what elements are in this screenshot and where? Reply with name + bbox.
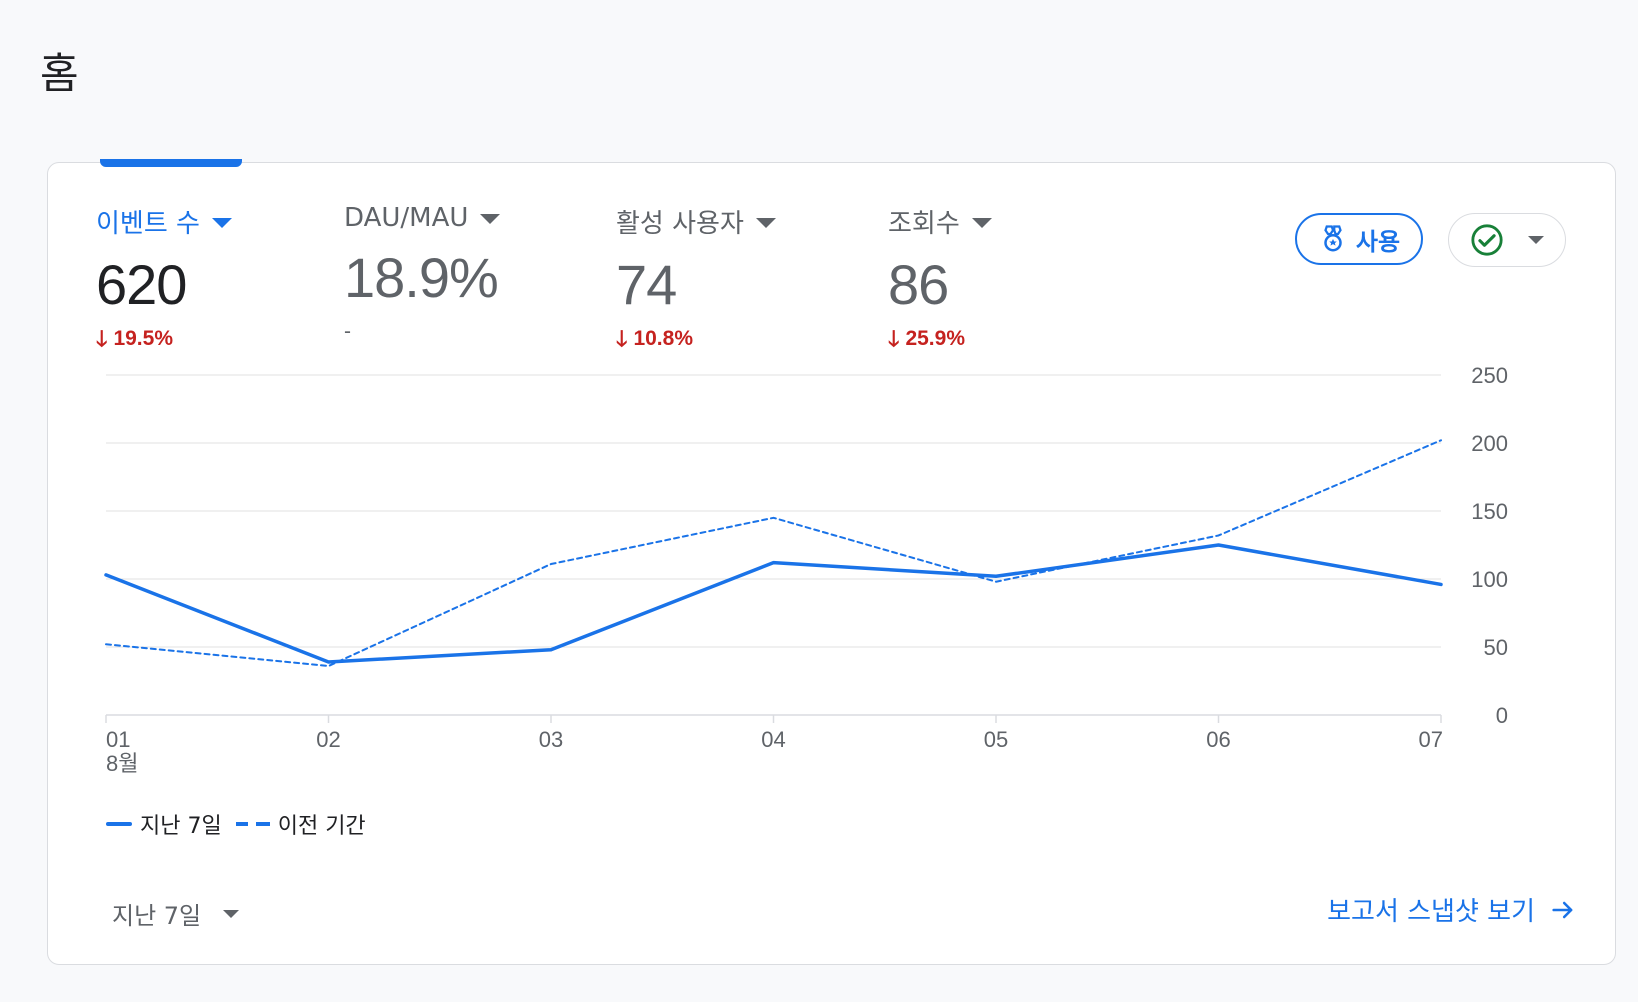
arrow-down-icon: 🡓	[616, 326, 628, 351]
y-tick-label: 200	[1471, 431, 1508, 456]
x-tick-label: 02	[316, 727, 340, 752]
y-tick-label: 150	[1471, 499, 1508, 524]
metric-change-value: 25.9%	[905, 327, 965, 350]
metric-event-count[interactable]: 이벤트 수 620 🡓 19.5%	[96, 203, 232, 351]
caret-down-icon	[211, 217, 232, 228]
metric-change: 🡓 25.9%	[888, 327, 992, 351]
page-title: 홈	[40, 49, 79, 98]
x-tick-label: 04	[761, 727, 785, 752]
chart-legend: 지난 7일 이전 기간	[106, 808, 366, 840]
metric-label: 활성 사용자	[616, 209, 744, 239]
metric-label-row[interactable]: 조회수	[888, 203, 992, 240]
arrow-right-icon	[1552, 901, 1573, 918]
legend-dashed-swatch	[235, 822, 270, 826]
legend-item-previous: 이전 기간	[235, 808, 366, 840]
metric-change: 🡓 10.8%	[616, 327, 776, 351]
events-line-chart: 250 200 150 100 50 0 01 02 03 04 05 06 07 8월	[104, 363, 1508, 776]
metric-dau-mau[interactable]: DAU/MAU 18.9% -	[344, 203, 501, 344]
series-line-previous	[105, 439, 1442, 668]
usage-badge-button[interactable]: 사용	[1295, 213, 1423, 265]
metric-change-value: -	[344, 320, 351, 343]
medal-icon	[1324, 225, 1342, 252]
legend-label: 지난 7일	[140, 814, 222, 839]
legend-item-current: 지난 7일	[106, 808, 222, 840]
y-tick-label: 100	[1471, 567, 1508, 592]
usage-badge-label: 사용	[1355, 227, 1401, 256]
legend-label: 이전 기간	[277, 814, 366, 839]
overview-card: 이벤트 수 620 🡓 19.5% DAU/MAU 18.9% - 활성 사용자…	[47, 159, 1616, 965]
arrow-down-icon: 🡓	[888, 326, 900, 351]
metric-views[interactable]: 조회수 86 🡓 25.9%	[888, 203, 992, 351]
y-tick-label: 0	[1496, 703, 1508, 728]
metric-label: DAU/MAU	[344, 203, 469, 233]
y-tick-label: 250	[1471, 363, 1508, 388]
status-dropdown-button[interactable]	[1448, 213, 1566, 267]
legend-solid-swatch	[106, 822, 132, 826]
metric-value: 86	[888, 253, 949, 316]
metric-value: 18.9%	[344, 246, 499, 309]
metric-change-value: 19.5%	[113, 327, 173, 350]
caret-down-icon	[1528, 236, 1544, 244]
view-report-snapshot-link[interactable]: 보고서 스냅샷 보기	[1327, 891, 1577, 928]
x-tick-label: 05	[984, 727, 1008, 752]
metric-label-row[interactable]: 활성 사용자	[616, 203, 776, 240]
date-range-label: 지난 7일	[112, 902, 202, 930]
y-tick-label: 50	[1484, 635, 1508, 660]
metric-label-row[interactable]: DAU/MAU	[344, 203, 501, 233]
metric-value: 620	[96, 253, 187, 316]
snapshot-link-label: 보고서 스냅샷 보기	[1327, 897, 1535, 927]
x-tick-label: 03	[539, 727, 563, 752]
metric-label-row[interactable]: 이벤트 수	[96, 203, 232, 240]
caret-down-icon	[971, 217, 992, 228]
caret-down-icon	[755, 217, 776, 228]
metric-value: 74	[616, 253, 677, 316]
x-tick-label: 06	[1206, 727, 1230, 752]
metric-change: 🡓 19.5%	[96, 327, 232, 351]
metric-change: -	[344, 320, 500, 344]
metric-change-value: 10.8%	[633, 327, 693, 350]
check-circle-icon	[1471, 224, 1503, 256]
caret-down-icon	[480, 214, 501, 224]
caret-down-icon	[223, 909, 240, 918]
x-tick-label: 07	[1419, 727, 1443, 752]
x-tick-label: 01	[106, 727, 130, 752]
series-line-current	[104, 543, 1443, 664]
active-tab-indicator	[100, 159, 242, 167]
metric-active-users[interactable]: 활성 사용자 74 🡓 10.8%	[616, 203, 776, 351]
x-month-label: 8월	[106, 751, 138, 776]
date-range-dropdown[interactable]: 지난 7일	[112, 896, 240, 931]
metric-label: 이벤트 수	[96, 209, 200, 239]
metric-label: 조회수	[888, 209, 960, 239]
arrow-down-icon: 🡓	[96, 326, 108, 351]
